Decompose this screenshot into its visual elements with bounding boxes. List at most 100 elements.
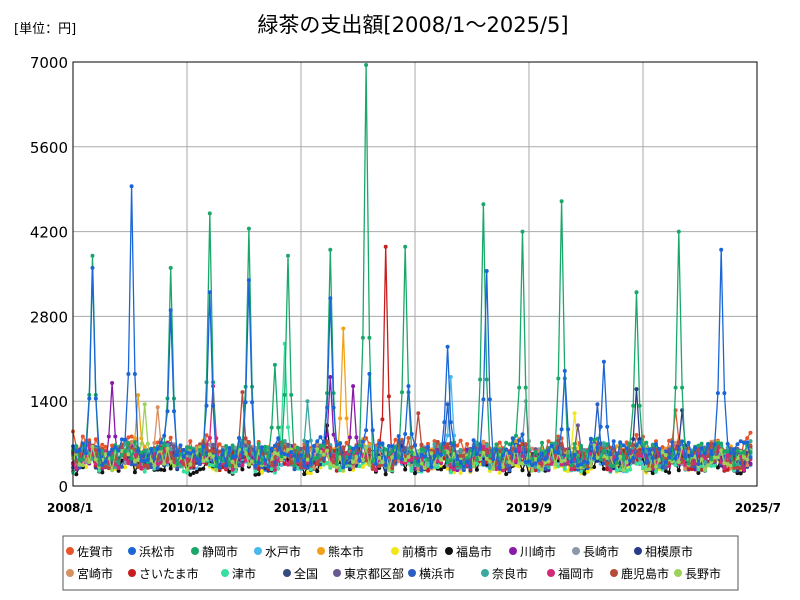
data-point (592, 437, 597, 442)
data-point (413, 443, 417, 448)
y-tick-label: 2800 (30, 308, 68, 326)
data-point (113, 434, 118, 439)
y-axis-ticks: 0 1400 2800 4200 5600 7000 (30, 54, 68, 496)
data-point (357, 458, 362, 463)
data-point (706, 454, 711, 458)
data-point (738, 439, 743, 444)
data-point (162, 443, 167, 448)
data-point (706, 463, 711, 468)
data-point (435, 450, 440, 455)
legend-label: 相模原市 (645, 544, 693, 559)
data-point (553, 465, 558, 470)
data-point (181, 469, 186, 474)
data-point (536, 465, 541, 469)
data-point (487, 397, 492, 402)
data-point (364, 428, 369, 433)
data-point (181, 454, 186, 459)
data-point (237, 436, 242, 440)
data-point (445, 433, 450, 438)
data-point (259, 470, 264, 475)
data-point (403, 467, 408, 472)
data-point (119, 437, 124, 442)
data-point (699, 441, 704, 446)
data-point (536, 458, 541, 463)
data-point (465, 463, 470, 468)
data-point (732, 452, 737, 457)
data-point (341, 326, 346, 331)
data-point (341, 465, 346, 470)
data-point (172, 409, 176, 414)
data-point (289, 450, 294, 454)
legend-label: 奈良市 (492, 566, 528, 581)
data-point (409, 450, 414, 455)
data-point (409, 457, 414, 462)
data-point (93, 457, 98, 462)
data-point (572, 452, 577, 457)
data-point (426, 444, 430, 449)
data-point (715, 465, 720, 470)
legend-marker (610, 569, 618, 577)
data-point (396, 455, 401, 460)
data-point (331, 460, 336, 465)
data-point (142, 402, 147, 407)
data-point (246, 278, 251, 283)
data-point (370, 467, 375, 471)
data-point (406, 384, 411, 389)
data-point (259, 445, 264, 450)
data-point (582, 471, 587, 476)
legend-marker (547, 569, 555, 577)
data-point (458, 471, 463, 475)
data-point (702, 460, 707, 465)
data-point (628, 441, 632, 446)
data-point (406, 436, 411, 440)
data-point (393, 437, 398, 442)
data-point (289, 392, 294, 397)
data-point (302, 472, 307, 477)
data-point (360, 465, 365, 469)
legend-label: 佐賀市 (77, 544, 113, 559)
data-point (448, 441, 453, 446)
data-point (77, 457, 82, 462)
data-point (400, 390, 404, 395)
data-point (654, 442, 658, 447)
data-point (484, 269, 489, 273)
data-point (142, 469, 147, 474)
data-point (269, 447, 274, 451)
data-point (507, 468, 512, 473)
data-point (465, 447, 470, 452)
data-point (246, 462, 251, 467)
data-point (165, 409, 170, 414)
data-point (569, 467, 574, 472)
data-point (742, 467, 746, 472)
legend-label: 東京都区部 (344, 566, 404, 581)
legend-label: 浜松市 (139, 544, 175, 559)
legend-item: 熊本市 (317, 544, 364, 559)
data-point (738, 454, 743, 459)
data-point (126, 461, 131, 466)
data-point (416, 449, 421, 453)
data-point (282, 461, 287, 466)
data-point (132, 436, 137, 441)
legend-label: 水戸市 (265, 544, 301, 559)
legend-label: 鹿児島市 (621, 566, 669, 581)
data-point (465, 456, 470, 461)
data-point (246, 440, 251, 445)
data-point (448, 420, 453, 425)
data-point (292, 467, 297, 472)
data-point (198, 461, 202, 466)
data-point (601, 449, 606, 454)
data-point (201, 466, 206, 471)
data-point (240, 390, 245, 395)
x-tick-label: 2022/8 (620, 501, 666, 515)
data-point (566, 454, 571, 459)
series-line (72, 246, 752, 474)
data-point (295, 466, 300, 471)
data-point (142, 448, 147, 453)
data-point (533, 465, 538, 470)
data-point (188, 462, 193, 467)
data-point (230, 459, 235, 464)
data-point (240, 467, 245, 472)
data-point (445, 460, 450, 465)
data-point (663, 465, 668, 470)
data-point (74, 449, 79, 454)
